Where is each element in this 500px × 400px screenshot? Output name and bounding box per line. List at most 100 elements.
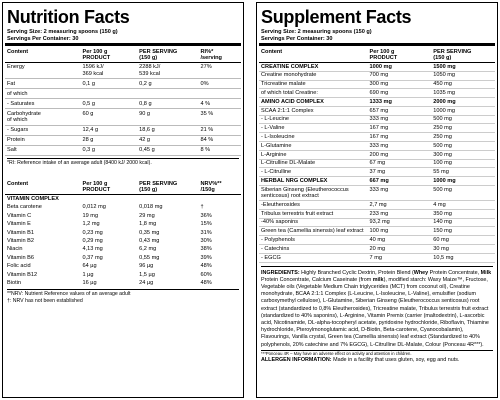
cell: 0,3 g: [80, 145, 138, 156]
cell: Tribulus terrestris fruit extract: [259, 209, 368, 219]
cell: 60%: [200, 271, 212, 278]
cell: 0%: [198, 78, 241, 90]
row: - Catechins 20 mg 30 mg: [259, 244, 495, 254]
cell: - L-Valine: [259, 123, 368, 134]
cell: 16 µg: [82, 280, 97, 287]
cell: - Saturates: [5, 98, 81, 110]
row: SCAA 2:1:1 Complex 657 mg 1000 mg: [259, 106, 495, 116]
ingredient-text: Protein Concentrate, Calcium Caseinate (…: [261, 276, 373, 283]
ingredient-text: Whey: [413, 269, 429, 276]
cell: Biotin: [7, 280, 21, 287]
serving-size: Serving Size: 2 measuring spoons (150 g): [261, 29, 372, 35]
cell: Salt: [5, 145, 81, 156]
cell: 60 mg: [431, 235, 495, 246]
cell: - Catechins: [259, 244, 368, 254]
cell: 20 mg: [367, 244, 432, 254]
cell: 0,018 mg: [139, 204, 163, 211]
ingredient-text: Milk: [480, 269, 492, 276]
row: - Sugars 12,4 g 18,6 g 21 %: [5, 125, 241, 136]
cell: 4 mg: [431, 200, 495, 210]
cell: - Sugars: [5, 125, 81, 136]
cell: [198, 88, 241, 100]
cell: 1500 mg: [431, 62, 495, 72]
cell: 150 mg: [431, 226, 495, 237]
row: of which total Creatine: 690 mg 1035 mg: [259, 88, 495, 99]
group-row: VITAMIN COMPLEX: [5, 194, 241, 204]
cell: 48%: [200, 263, 212, 270]
vitamin-table: Content Per 100 g PRODUCT PER SERVING (150…: [5, 180, 241, 287]
cell: - L-Isoleucine: [259, 132, 368, 143]
cell: of which: [5, 88, 81, 100]
cell: 500 mg: [431, 115, 495, 125]
cell: 0,29 mg: [82, 238, 103, 245]
title: Nutrition Facts: [7, 7, 130, 27]
cell: L-Arginine: [259, 150, 368, 160]
cell: [80, 88, 138, 100]
allergen: ALLERGEN INFORMATION: Made in a facility…: [261, 357, 493, 364]
cell: 1,2 mg: [82, 221, 100, 228]
cell: 0,5 g: [80, 98, 138, 110]
cell: AMINO ACID COMPLEX: [259, 97, 368, 107]
serving-size: Serving Size: 2 measuring spoons (150 g): [7, 29, 118, 35]
cell: 8 %: [198, 145, 241, 156]
cell: Carbohydrate of which: [5, 108, 81, 126]
header-row: Content Per 100 g PRODUCT PER SERVING (150…: [5, 48, 241, 63]
header-cell: Content: [5, 48, 81, 63]
cell: 0,1 g: [80, 78, 138, 90]
cell: 84 %: [198, 135, 241, 146]
row: Creatine monohydrate 700 mg 1050 mg: [259, 71, 495, 81]
row: Energy 1596 kJ/ 369 kcal 2288 kJ/ 539 kcal…: [5, 62, 241, 80]
cell: 31%: [200, 229, 212, 236]
cell: 29 mg: [139, 212, 155, 219]
cell: 36%: [200, 212, 212, 219]
row: Vitamin C 19 mg 29 mg 36%: [5, 212, 241, 220]
row: Vitamin E 1,2 mg 1,8 mg 15%: [5, 220, 241, 228]
rule: [5, 43, 241, 46]
cell: 27%: [198, 62, 241, 80]
cell: 500 mg: [431, 185, 495, 202]
cell: 1 µg: [82, 271, 94, 278]
cell: CREATINE COMPLEX: [259, 62, 368, 72]
header-cell: NRV%** /150g: [198, 180, 241, 195]
ingredient-text: Highly Branched Cyclic Dextrin, Protein …: [299, 269, 414, 276]
group-row: AMINO ACID COMPLEX 1333 mg 2000 mg: [259, 97, 495, 107]
header-cell: Per 100 g PRODUCT: [80, 48, 138, 63]
header-cell: RI%* /serving: [198, 48, 241, 63]
cell: 64 µg: [82, 263, 97, 270]
cell: -40% saponins: [259, 218, 368, 228]
row: Biotin 16 µg 24 µg 48%: [5, 279, 241, 287]
rule: [259, 43, 495, 46]
ingredients: INGREDIENTS: Highly Branched Cyclic Dext…: [261, 265, 493, 349]
warning: ***Ponceau 4R – May have an adverse effe…: [261, 349, 493, 357]
cell: - Polyphenols: [259, 235, 368, 246]
cell: 700 mg: [367, 71, 432, 81]
row: Vitamin B2 0,29 mg 0,43 mg 30%: [5, 237, 241, 245]
cell: Protein: [5, 135, 81, 146]
cell: 2288 kJ/ 539 kcal: [137, 62, 199, 80]
cell: 10,5 mg: [431, 253, 495, 263]
cell: 500 mg: [431, 141, 495, 151]
row: - L-Valine 167 mg 250 mg: [259, 123, 495, 134]
cell: Vitamin B12: [7, 271, 38, 278]
cell: -Eleutherosides: [259, 200, 368, 210]
cell: 15%: [200, 221, 212, 228]
group-cell: VITAMIN COMPLEX: [5, 194, 241, 204]
row: Tricreatine malate 300 mg 450 mg: [259, 80, 495, 90]
cell: 0,23 mg: [82, 229, 103, 236]
supplement-table: Content Per 100 g PRODUCT PER SERVING (150…: [259, 48, 495, 263]
allergen-text: Made in a facility that uses gluten, soy…: [331, 356, 460, 363]
row: -40% saponins 93,2 mg 140 mg: [259, 218, 495, 228]
ingredient-text: milk: [372, 276, 384, 283]
cell: Siberian Ginseng (Eleutherococcus sentic…: [259, 185, 368, 202]
row: Vitamin B12 1 µg 1,5 µg 60%: [5, 271, 241, 279]
cell: 0,35 mg: [139, 229, 160, 236]
cell: 42 g: [137, 135, 199, 146]
cell: 55 mg: [431, 167, 495, 178]
header-cell: PER SERVING (150 g): [431, 48, 495, 63]
nutrition-table: Content Per 100 g PRODUCT PER SERVING (150…: [5, 48, 241, 156]
row: - EGCG 7 mg 10,5 mg: [259, 253, 495, 263]
supplement-panel: Supplement Facts Serving Size: 2 measuri…: [256, 2, 498, 398]
cell: 4,13 mg: [82, 246, 103, 253]
cell: Vitamin E: [7, 221, 31, 228]
